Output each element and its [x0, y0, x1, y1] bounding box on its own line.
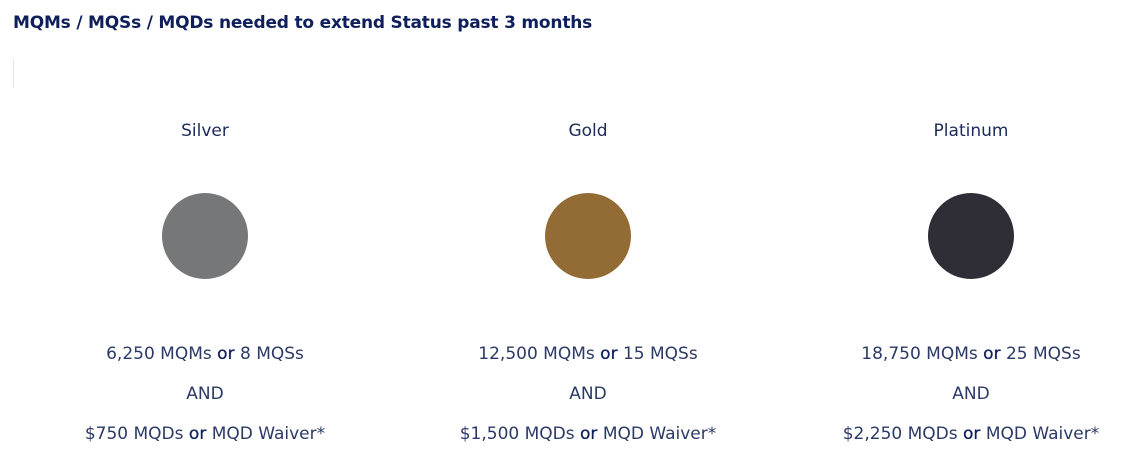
dollars-line: $1,500 MQDs or MQD Waiver*	[398, 424, 778, 444]
segments-requirement: 15 MQSs	[622, 344, 698, 364]
dollars-requirement: $750 MQDs	[84, 424, 184, 444]
dollars-line: $2,250 MQDs or MQD Waiver*	[781, 424, 1126, 444]
qualify-line: 6,250 MQMs or 8 MQSs	[15, 344, 395, 364]
section-title: MQMs / MQSs / MQDs needed to extend Stat…	[13, 13, 593, 33]
connector: or	[188, 424, 207, 444]
tier-name: Gold	[568, 121, 608, 141]
qualify-line: 12,500 MQMs or 15 MQSs	[398, 344, 778, 364]
dollars-line: $750 MQDs or MQD Waiver*	[15, 424, 395, 444]
connector: or	[983, 344, 1001, 364]
connector: or	[217, 344, 235, 364]
tier-badge	[928, 193, 1014, 279]
tier-name: Silver	[181, 121, 229, 141]
waiver: MQD Waiver*	[211, 424, 326, 444]
and-label: AND	[952, 384, 990, 404]
dollars-requirement: $2,250 MQDs	[842, 424, 958, 444]
miles-requirement: 12,500 MQMs	[478, 344, 595, 364]
miles-requirement: 18,750 MQMs	[861, 344, 978, 364]
segments-requirement: 25 MQSs	[1005, 344, 1081, 364]
segments-requirement: 8 MQSs	[239, 344, 304, 364]
dollars-requirement: $1,500 MQDs	[459, 424, 575, 444]
tier-badge	[545, 193, 631, 279]
connector: or	[580, 424, 598, 444]
connector: or	[963, 424, 981, 444]
and-label: AND	[186, 384, 224, 404]
waiver: MQD Waiver*	[602, 424, 717, 444]
tier-column: Gold 12,500 MQMs or 15 MQSs AND $1,500 MQDs…	[398, 0, 778, 460]
connector: or	[600, 344, 618, 364]
tier-column: Platinum 18,750 MQMs or 25 MQSs AND $2,250 …	[781, 0, 1126, 460]
and-label: AND	[569, 384, 607, 404]
tier-column: Silver 6,250 MQMs or 8 MQSs AND $750 MQDs o…	[15, 0, 395, 460]
tier-badge	[162, 193, 248, 279]
miles-requirement: 6,250 MQMs	[106, 344, 212, 364]
qualify-line: 18,750 MQMs or 25 MQSs	[781, 344, 1126, 364]
waiver: MQD Waiver*	[985, 424, 1100, 444]
divider	[13, 58, 14, 88]
tier-name: Platinum	[933, 121, 1009, 141]
